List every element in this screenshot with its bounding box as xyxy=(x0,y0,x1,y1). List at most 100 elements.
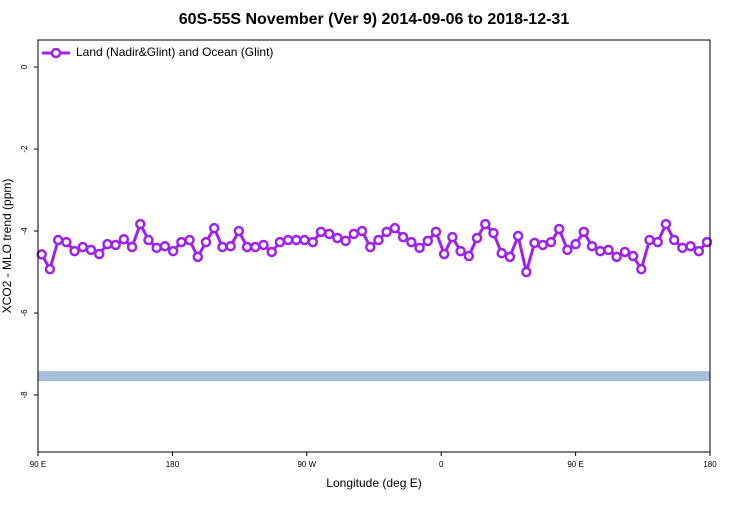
data-point xyxy=(323,228,335,240)
data-point xyxy=(225,240,236,252)
x-tick-label: 90 E xyxy=(567,460,583,469)
data-point xyxy=(217,241,228,253)
data-point xyxy=(44,263,56,275)
legend-label: Land (Nadir&Glint) and Ocean (Glint) xyxy=(76,45,273,59)
data-point xyxy=(77,241,89,253)
data-point xyxy=(233,225,245,237)
data-point xyxy=(266,246,277,258)
data-point xyxy=(110,239,121,251)
data-point xyxy=(685,240,696,252)
data-point xyxy=(586,240,598,252)
data-point xyxy=(537,239,548,251)
x-tick-label: 0 xyxy=(439,460,444,469)
data-point xyxy=(102,238,113,250)
plot-frame xyxy=(37,39,711,453)
data-point xyxy=(660,218,672,230)
data-point xyxy=(463,250,475,262)
data-point xyxy=(61,236,72,248)
y-axis-label: XCO2 - MLO trend (ppm) xyxy=(0,179,14,314)
data-point xyxy=(151,242,162,254)
data-point xyxy=(430,226,442,238)
data-point xyxy=(93,248,105,260)
data-point xyxy=(348,228,360,240)
y-tick-label: -6 xyxy=(20,309,29,317)
data-point xyxy=(652,236,663,248)
data-point xyxy=(200,236,212,248)
data-point xyxy=(340,235,351,247)
data-point xyxy=(636,263,647,275)
x-axis-label: Longitude (deg E) xyxy=(326,476,421,490)
data-point xyxy=(176,236,187,248)
data-point xyxy=(668,234,680,246)
data-point xyxy=(438,248,450,260)
data-point xyxy=(677,242,688,254)
data-point xyxy=(422,235,434,247)
data-point xyxy=(167,245,179,257)
data-point xyxy=(693,245,705,257)
data-point xyxy=(85,244,97,256)
data-point xyxy=(512,230,524,242)
data-point xyxy=(291,234,302,246)
data-point xyxy=(480,218,491,230)
y-tick-label: -8 xyxy=(20,391,29,399)
data-point xyxy=(258,239,269,251)
data-point xyxy=(274,236,286,248)
data-point xyxy=(594,245,606,257)
x-tick-label: 90 E xyxy=(30,460,46,469)
data-point xyxy=(307,236,319,248)
data-point xyxy=(315,226,327,238)
data-point xyxy=(529,237,540,249)
y-tick-label: 0 xyxy=(20,64,29,69)
data-point xyxy=(389,222,401,234)
data-point xyxy=(701,236,713,248)
data-point xyxy=(562,244,573,256)
data-point xyxy=(570,238,581,250)
legend-marker xyxy=(50,47,62,59)
data-point xyxy=(208,222,220,234)
y-tick-label: -2 xyxy=(20,145,29,153)
x-tick-label: 180 xyxy=(166,460,180,469)
data-point xyxy=(414,242,425,254)
data-point xyxy=(356,225,368,237)
data-point xyxy=(36,249,47,260)
data-point xyxy=(118,233,130,245)
chart-title: 60S-55S November (Ver 9) 2014-09-06 to 2… xyxy=(179,11,570,28)
data-point xyxy=(553,223,565,235)
data-point xyxy=(455,245,466,257)
data-point xyxy=(135,218,146,230)
x-tick-label: 90 W xyxy=(297,460,316,469)
data-point xyxy=(578,226,590,238)
data-point xyxy=(406,236,417,248)
data-point xyxy=(471,232,483,244)
data-point xyxy=(627,250,639,262)
data-point xyxy=(250,241,261,253)
data-point xyxy=(52,234,64,246)
data-point xyxy=(447,231,458,243)
data-point xyxy=(192,251,204,263)
data-point xyxy=(373,234,384,246)
data-point xyxy=(381,226,392,238)
data-point xyxy=(69,245,80,257)
data-point xyxy=(496,247,507,259)
data-point xyxy=(143,234,154,246)
data-point xyxy=(603,244,614,256)
data-point xyxy=(521,266,532,278)
data-point xyxy=(299,234,310,246)
data-point xyxy=(488,227,499,239)
data-point xyxy=(545,236,557,248)
x-tick-label: 180 xyxy=(703,460,717,469)
data-point xyxy=(282,234,294,246)
data-point xyxy=(504,251,516,263)
data-point xyxy=(365,241,376,253)
data-point xyxy=(241,241,253,253)
data-point xyxy=(611,251,622,263)
y-tick-label: -4 xyxy=(20,227,29,235)
data-point xyxy=(397,231,409,243)
data-point xyxy=(644,234,655,246)
data-point xyxy=(184,234,195,246)
data-point xyxy=(159,240,171,252)
data-point xyxy=(332,232,343,244)
